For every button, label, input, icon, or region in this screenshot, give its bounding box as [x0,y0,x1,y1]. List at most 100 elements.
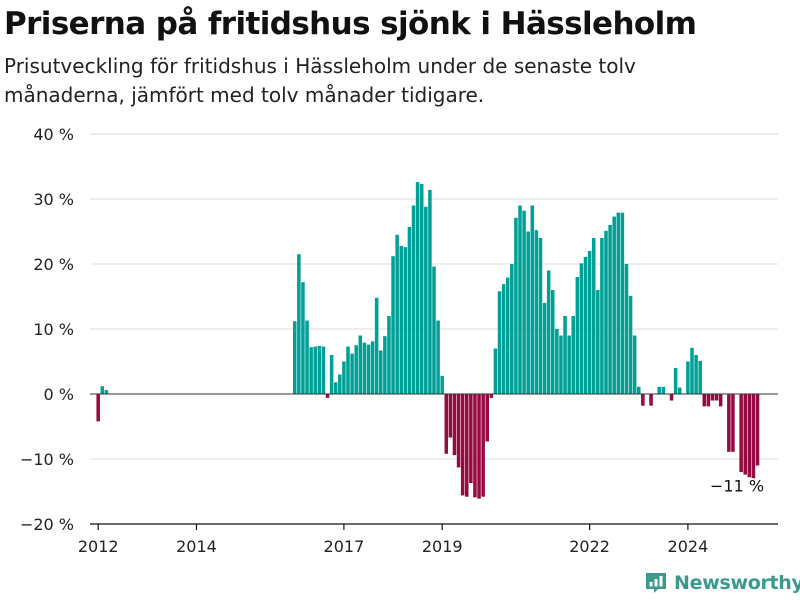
bar [604,230,608,394]
bar [747,394,752,478]
bar [362,342,367,394]
bar [338,374,342,394]
bar [526,231,530,394]
bar [366,344,371,394]
bar [399,245,403,394]
annotation-label: −11 % [710,477,764,496]
bar [473,394,477,498]
bar [333,382,338,394]
bar [673,368,678,394]
bar [755,394,760,466]
bar [563,316,567,394]
bar [739,394,743,472]
bar [587,251,592,394]
bar [477,394,481,499]
bar [440,375,444,394]
bar [297,254,301,394]
bar [510,264,514,394]
bar [686,361,690,394]
bar [321,346,326,394]
y-tick-label: 20 % [33,255,74,274]
bar [460,394,465,496]
bar [718,394,723,407]
bar [743,394,747,475]
bar [514,217,518,394]
bar [702,394,707,407]
bar [419,184,424,394]
y-tick-label: 30 % [33,190,74,209]
y-tick-label: −10 % [20,450,74,469]
bar [551,290,555,394]
bar [469,394,473,484]
newsworthy-logo-icon [646,573,666,593]
bar [698,360,702,394]
bar [448,394,453,438]
bar [436,320,440,394]
bar [600,238,604,394]
bar [358,335,363,394]
bar [317,345,322,394]
bar [342,361,346,394]
bar [383,336,387,394]
bar [493,348,498,394]
bar [424,206,428,394]
bar [370,341,375,394]
bar [706,394,711,407]
bar [641,394,645,406]
bar [538,238,543,394]
bar [751,394,756,483]
bar [301,282,305,394]
x-tick-label: 2014 [176,537,217,556]
bar [407,226,412,394]
bar [559,335,563,394]
bar [542,303,547,394]
bar [616,212,621,394]
x-tick-label: 2017 [324,537,365,556]
bar [727,394,731,452]
bar [624,264,629,394]
bar [497,291,502,394]
bar [677,387,682,394]
bar [669,394,674,401]
bar [485,394,489,442]
bar [293,321,297,394]
y-tick-label: 10 % [33,320,74,339]
bar [391,256,395,394]
x-tick-label: 2012 [78,537,119,556]
bar [534,230,539,394]
bar [489,394,494,398]
bar [579,263,584,394]
bar [428,189,432,394]
bar [325,394,330,398]
bar [637,386,641,394]
bar [608,225,612,394]
bar [346,346,350,394]
y-tick-label: 40 % [33,125,74,144]
bar [329,355,334,394]
bar [522,210,526,394]
bar [649,394,653,406]
bar [694,355,698,394]
bar [690,347,694,394]
bar [444,394,449,454]
bar [501,284,506,394]
newsworthy-logo: Newsworthy [644,566,800,600]
bar [612,216,616,394]
x-tick-label: 2022 [569,537,610,556]
bar [481,394,485,497]
bar [354,345,358,394]
bar [567,335,571,394]
x-tick-label: 2024 [668,537,709,556]
bar [591,238,596,394]
bar [596,290,600,394]
bar [313,346,317,394]
bar [415,182,420,394]
bar [505,277,510,394]
bar [546,270,551,394]
bar [530,205,535,394]
bar [403,247,408,394]
bar [350,353,354,394]
bar [456,394,461,468]
bar [432,266,436,394]
